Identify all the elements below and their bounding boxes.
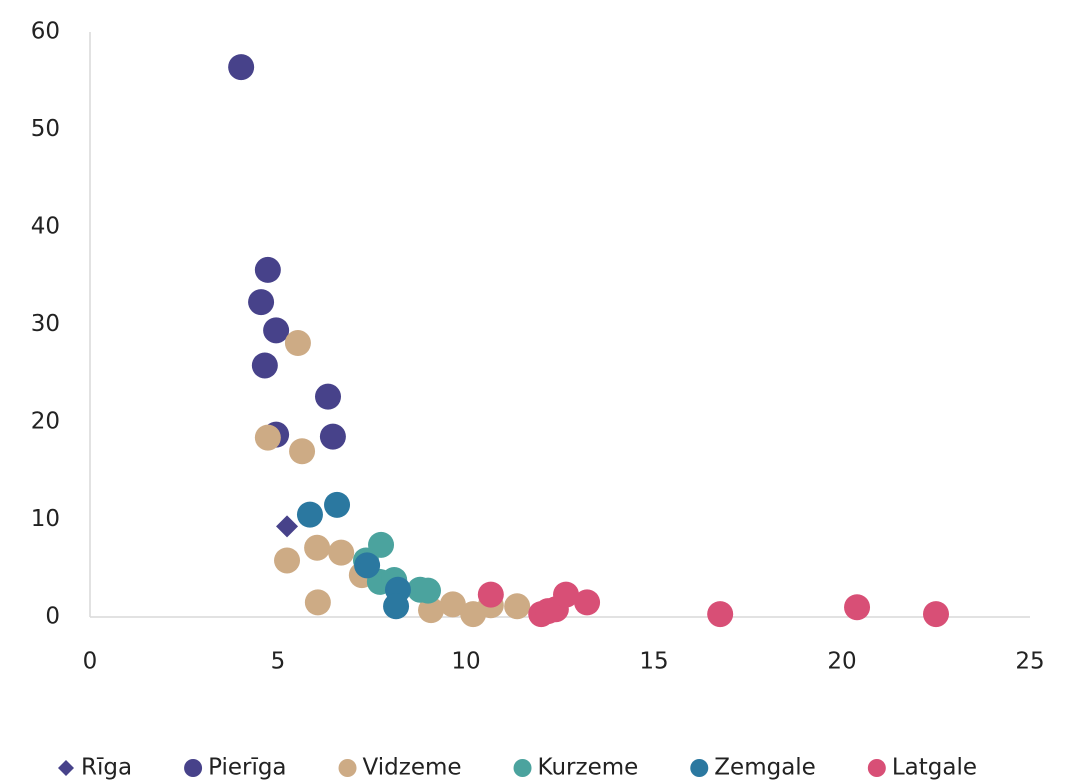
legend-label: Vidzeme <box>363 755 462 781</box>
point <box>248 289 275 316</box>
point <box>328 539 355 566</box>
x-tick-label: 20 <box>827 649 856 675</box>
point <box>251 352 278 379</box>
point <box>274 547 301 574</box>
legend-label: Latgale <box>892 755 977 781</box>
y-tick-label: 10 <box>31 506 60 532</box>
y-tick-label: 0 <box>45 604 60 630</box>
point <box>553 581 580 608</box>
y-tick-label: 40 <box>31 214 60 240</box>
x-tick-label: 0 <box>83 649 98 675</box>
point <box>574 589 601 616</box>
point <box>844 594 871 621</box>
point <box>415 577 442 604</box>
point <box>284 330 311 357</box>
point <box>707 601 734 628</box>
x-tick-label: 5 <box>271 649 286 675</box>
point <box>439 591 466 618</box>
y-tick-label: 50 <box>31 116 60 142</box>
legend-label: Zemgale <box>714 755 816 781</box>
point <box>263 317 290 344</box>
legend-marker <box>58 760 74 776</box>
point <box>477 581 504 608</box>
point <box>319 423 346 450</box>
point <box>296 501 323 528</box>
point <box>383 593 410 620</box>
point <box>254 424 281 451</box>
legend-marker <box>338 759 357 777</box>
y-tick-label: 30 <box>31 311 60 337</box>
x-tick-label: 25 <box>1015 649 1044 675</box>
x-tick-label: 10 <box>451 649 480 675</box>
point <box>254 256 281 283</box>
point <box>304 589 331 616</box>
point <box>923 601 949 628</box>
point <box>354 552 381 579</box>
legend-marker <box>184 759 203 777</box>
point <box>289 438 316 465</box>
point <box>418 597 445 624</box>
legend-label: Kurzeme <box>538 755 639 781</box>
point <box>504 593 531 620</box>
legend-marker <box>513 759 532 777</box>
y-tick-label: 60 <box>31 19 60 45</box>
x-tick-label: 15 <box>639 649 668 675</box>
point <box>276 515 299 538</box>
point <box>315 383 342 410</box>
y-tick-label: 20 <box>31 409 60 435</box>
legend-label: Pierīga <box>208 755 286 781</box>
legend-marker <box>690 759 709 777</box>
point <box>324 491 351 518</box>
legend-label: Rīga <box>81 755 132 781</box>
legend-marker <box>867 759 886 777</box>
point <box>304 534 331 561</box>
point <box>228 54 255 81</box>
